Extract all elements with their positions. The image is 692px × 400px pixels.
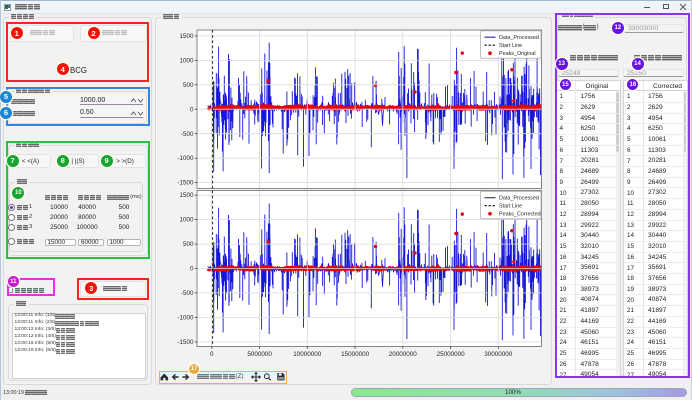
svg-text:0: 0 (190, 106, 194, 113)
svg-text:30000000: 30000000 (484, 351, 513, 358)
svg-text:1500: 1500 (179, 33, 194, 40)
svg-text:25000000: 25000000 (437, 351, 466, 358)
svg-text:-500: -500 (181, 131, 194, 138)
svg-text:15000000: 15000000 (341, 351, 370, 358)
svg-text:Peaks_Original: Peaks_Original (499, 51, 536, 57)
svg-text:0: 0 (210, 351, 214, 358)
svg-text:-500: -500 (181, 290, 194, 297)
svg-text:Peaks_Corrected: Peaks_Corrected (499, 212, 541, 218)
svg-text:10000000: 10000000 (293, 351, 322, 358)
svg-text:Start Line: Start Line (499, 43, 522, 49)
svg-text:Data_Processed: Data_Processed (499, 196, 539, 202)
svg-text:-1000: -1000 (177, 155, 194, 162)
svg-text:5000000: 5000000 (247, 351, 272, 358)
svg-text:1500: 1500 (179, 192, 194, 199)
svg-text:0: 0 (190, 266, 194, 273)
svg-text:-1500: -1500 (177, 339, 194, 346)
svg-text:Data_Processed: Data_Processed (499, 35, 539, 41)
svg-text:500: 500 (183, 241, 194, 248)
svg-text:-1500: -1500 (177, 180, 194, 187)
svg-text:Start Line: Start Line (499, 204, 522, 210)
svg-text:-1000: -1000 (177, 315, 194, 322)
svg-text:1000: 1000 (179, 58, 194, 65)
svg-text:500: 500 (183, 82, 194, 89)
svg-text:20000000: 20000000 (389, 351, 418, 358)
svg-text:1000: 1000 (179, 217, 194, 224)
